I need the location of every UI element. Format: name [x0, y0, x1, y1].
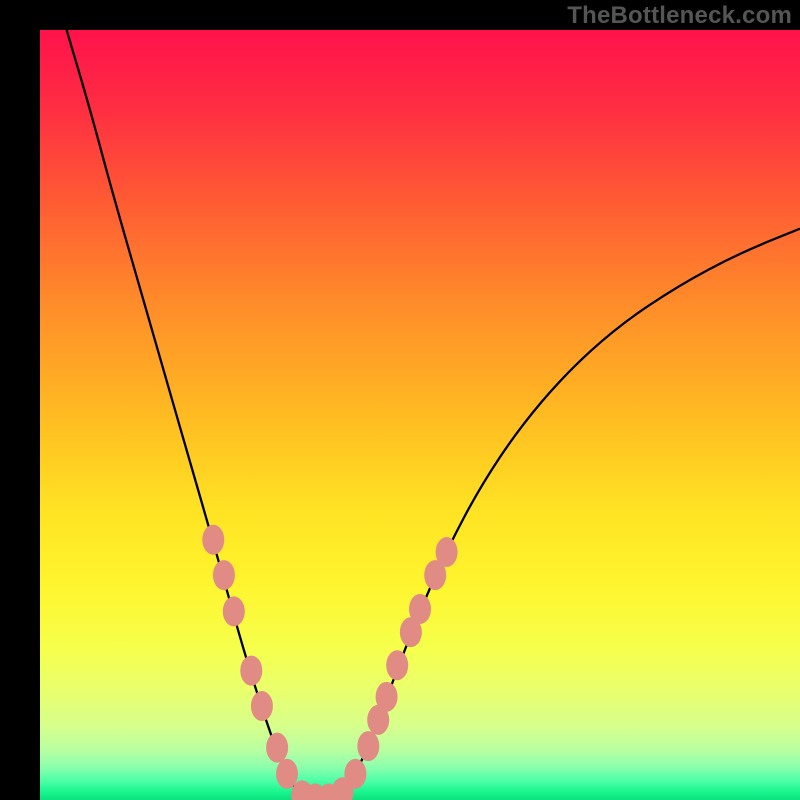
marker-point	[251, 691, 273, 721]
marker-point	[266, 733, 288, 763]
plot-area	[40, 30, 800, 800]
canvas-outer: TheBottleneck.com	[0, 0, 800, 800]
marker-point	[202, 525, 224, 555]
gradient-background	[40, 30, 800, 800]
marker-point	[386, 650, 408, 680]
marker-point	[357, 731, 379, 761]
marker-point	[376, 682, 398, 712]
marker-point	[344, 759, 366, 789]
marker-point	[213, 560, 235, 590]
chart-svg	[40, 30, 800, 800]
watermark-text: TheBottleneck.com	[567, 2, 792, 30]
marker-point	[223, 596, 245, 626]
marker-point	[409, 594, 431, 624]
marker-point	[240, 656, 262, 686]
marker-point	[436, 537, 458, 567]
marker-point	[276, 759, 298, 789]
